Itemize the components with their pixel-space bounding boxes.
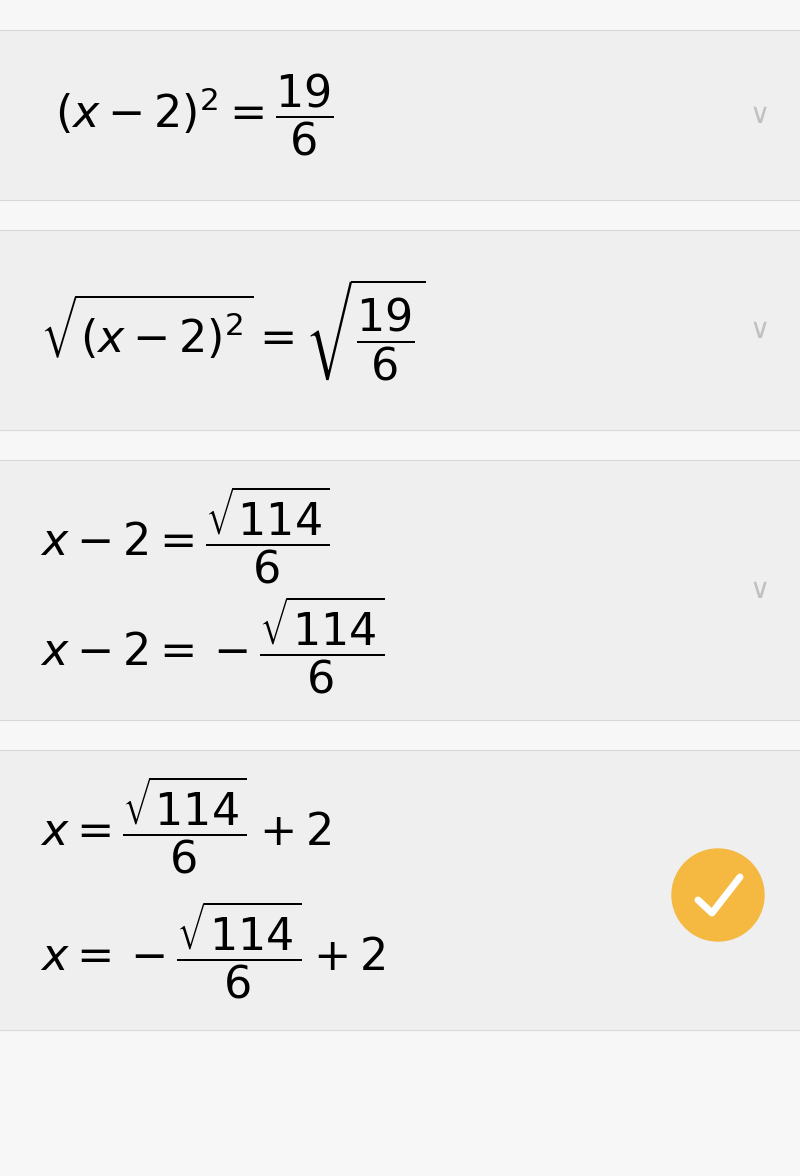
Text: ∨: ∨ (750, 101, 770, 129)
Text: ∨: ∨ (750, 316, 770, 345)
Text: ∨: ∨ (750, 576, 770, 604)
Bar (0, 460, 800, 720)
Text: $x - 2 = -\dfrac{\sqrt{114}}{6}$: $x - 2 = -\dfrac{\sqrt{114}}{6}$ (40, 594, 385, 696)
Text: $\sqrt{(x-2)^{2}} = \sqrt{\dfrac{19}{6}}$: $\sqrt{(x-2)^{2}} = \sqrt{\dfrac{19}{6}}… (40, 278, 426, 383)
Text: $x = -\dfrac{\sqrt{114}}{6} + 2$: $x = -\dfrac{\sqrt{114}}{6} + 2$ (40, 900, 386, 1001)
Text: $(x - 2)^{2} = \dfrac{19}{6}$: $(x - 2)^{2} = \dfrac{19}{6}$ (55, 72, 334, 159)
Text: $x = \dfrac{\sqrt{114}}{6} + 2$: $x = \dfrac{\sqrt{114}}{6} + 2$ (40, 774, 331, 876)
Circle shape (672, 849, 764, 941)
Bar (0, 230, 800, 430)
Bar (0, 750, 800, 1030)
Bar (0, 31, 800, 200)
Text: $x - 2 = \dfrac{\sqrt{114}}{6}$: $x - 2 = \dfrac{\sqrt{114}}{6}$ (40, 485, 330, 586)
